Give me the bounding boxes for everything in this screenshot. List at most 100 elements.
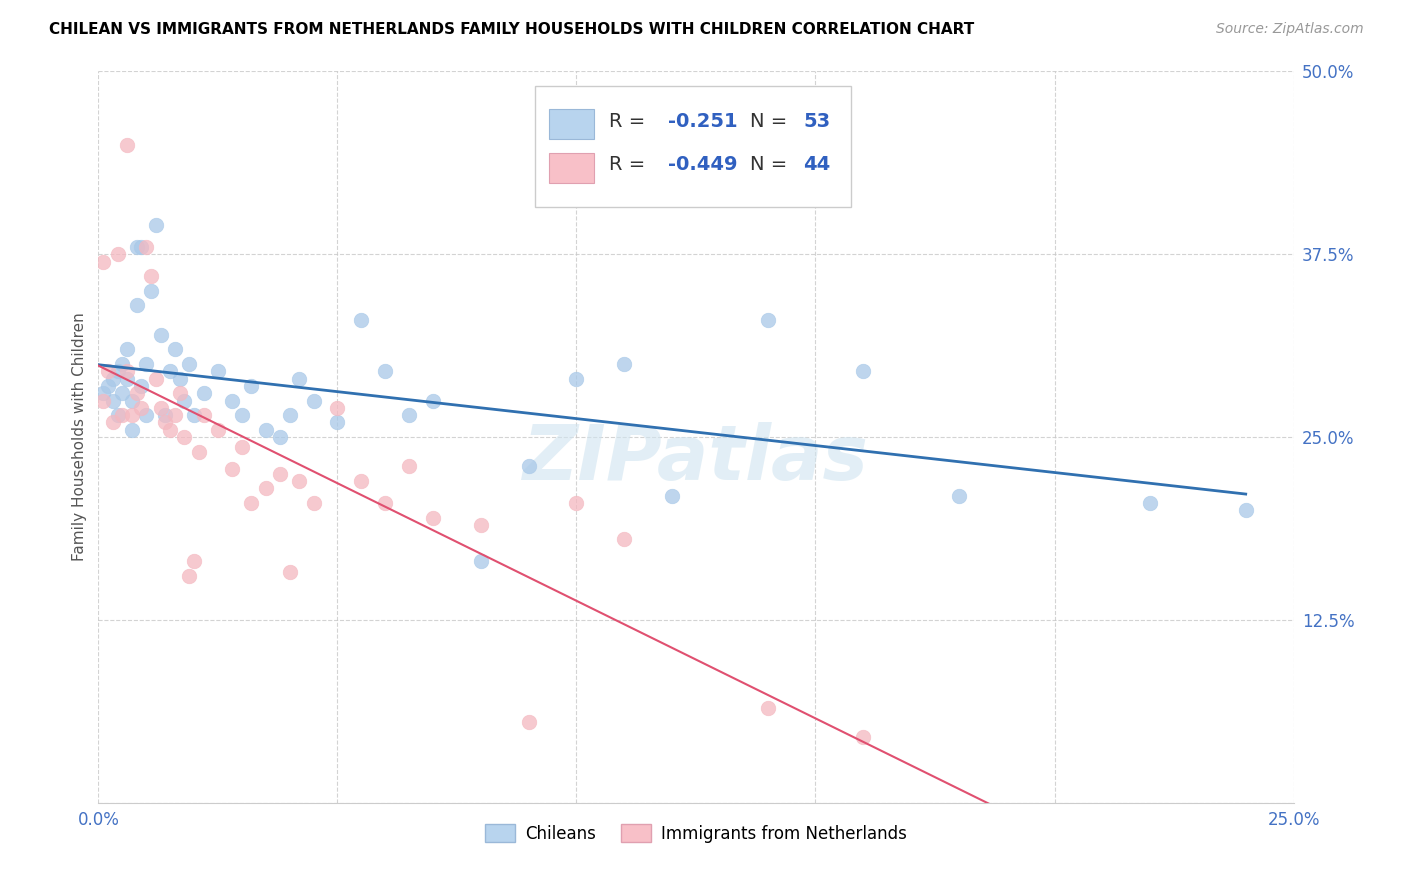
Text: 44: 44: [804, 155, 831, 175]
Point: [302, 496, 325, 510]
Point: [756, 700, 779, 714]
Point: [398, 459, 420, 474]
Point: [125, 298, 148, 312]
Text: 53: 53: [804, 112, 831, 130]
Point: [470, 517, 492, 532]
Point: [221, 393, 243, 408]
Point: [115, 364, 138, 378]
Point: [326, 401, 349, 415]
Point: [115, 137, 138, 152]
Text: N =: N =: [749, 112, 793, 130]
Point: [159, 423, 181, 437]
Point: [565, 496, 588, 510]
FancyBboxPatch shape: [548, 109, 595, 138]
Point: [288, 474, 311, 488]
Point: [240, 496, 263, 510]
Point: [470, 554, 492, 568]
Point: [193, 386, 215, 401]
Text: Source: ZipAtlas.com: Source: ZipAtlas.com: [1216, 22, 1364, 37]
Point: [101, 371, 124, 385]
Point: [231, 440, 253, 454]
Point: [173, 430, 195, 444]
Point: [107, 247, 129, 261]
Point: [565, 371, 588, 385]
Point: [131, 379, 153, 393]
Point: [350, 474, 373, 488]
Point: [221, 462, 243, 476]
Point: [145, 218, 167, 232]
Point: [852, 730, 875, 744]
Point: [661, 489, 683, 503]
Point: [398, 408, 420, 422]
Point: [159, 364, 181, 378]
Point: [131, 401, 153, 415]
Point: [374, 496, 396, 510]
Point: [254, 481, 277, 495]
Point: [613, 357, 636, 371]
Point: [115, 371, 138, 385]
Point: [269, 430, 291, 444]
Point: [97, 364, 120, 378]
Y-axis label: Family Households with Children: Family Households with Children: [72, 313, 87, 561]
Point: [107, 408, 129, 422]
Point: [163, 343, 186, 357]
Point: [91, 254, 114, 268]
Point: [149, 327, 172, 342]
Point: [101, 393, 124, 408]
Point: [135, 240, 157, 254]
Point: [278, 408, 301, 422]
Point: [121, 408, 143, 422]
Point: [139, 284, 162, 298]
Point: [302, 393, 325, 408]
Point: [517, 715, 540, 730]
Point: [1139, 496, 1161, 510]
Point: [179, 357, 201, 371]
Point: [254, 423, 277, 437]
Point: [269, 467, 291, 481]
Point: [139, 269, 162, 284]
Point: [169, 386, 191, 401]
Point: [131, 240, 153, 254]
FancyBboxPatch shape: [534, 86, 852, 207]
Point: [163, 408, 186, 422]
Legend: Chileans, Immigrants from Netherlands: Chileans, Immigrants from Netherlands: [478, 818, 914, 849]
Point: [145, 371, 167, 385]
Point: [231, 408, 253, 422]
Text: -0.449: -0.449: [668, 155, 738, 175]
Point: [517, 459, 540, 474]
Point: [326, 416, 349, 430]
FancyBboxPatch shape: [548, 153, 595, 183]
Text: ZIPatlas: ZIPatlas: [523, 422, 869, 496]
Point: [111, 408, 134, 422]
Point: [91, 386, 114, 401]
Point: [121, 423, 143, 437]
Text: R =: R =: [609, 155, 651, 175]
Point: [101, 416, 124, 430]
Point: [111, 386, 134, 401]
Point: [278, 565, 301, 579]
Point: [107, 364, 129, 378]
Point: [613, 533, 636, 547]
Point: [422, 510, 444, 524]
Point: [125, 386, 148, 401]
Point: [169, 371, 191, 385]
Point: [1234, 503, 1257, 517]
Text: -0.251: -0.251: [668, 112, 738, 130]
Point: [756, 313, 779, 327]
Point: [183, 408, 205, 422]
Point: [155, 416, 177, 430]
Text: CHILEAN VS IMMIGRANTS FROM NETHERLANDS FAMILY HOUSEHOLDS WITH CHILDREN CORRELATI: CHILEAN VS IMMIGRANTS FROM NETHERLANDS F…: [49, 22, 974, 37]
Point: [183, 554, 205, 568]
Point: [240, 379, 263, 393]
Point: [111, 357, 134, 371]
Point: [173, 393, 195, 408]
Point: [350, 313, 373, 327]
Point: [852, 364, 875, 378]
Point: [97, 379, 120, 393]
Point: [207, 423, 229, 437]
Point: [121, 393, 143, 408]
Point: [115, 343, 138, 357]
Point: [149, 401, 172, 415]
Point: [948, 489, 970, 503]
Text: N =: N =: [749, 155, 793, 175]
